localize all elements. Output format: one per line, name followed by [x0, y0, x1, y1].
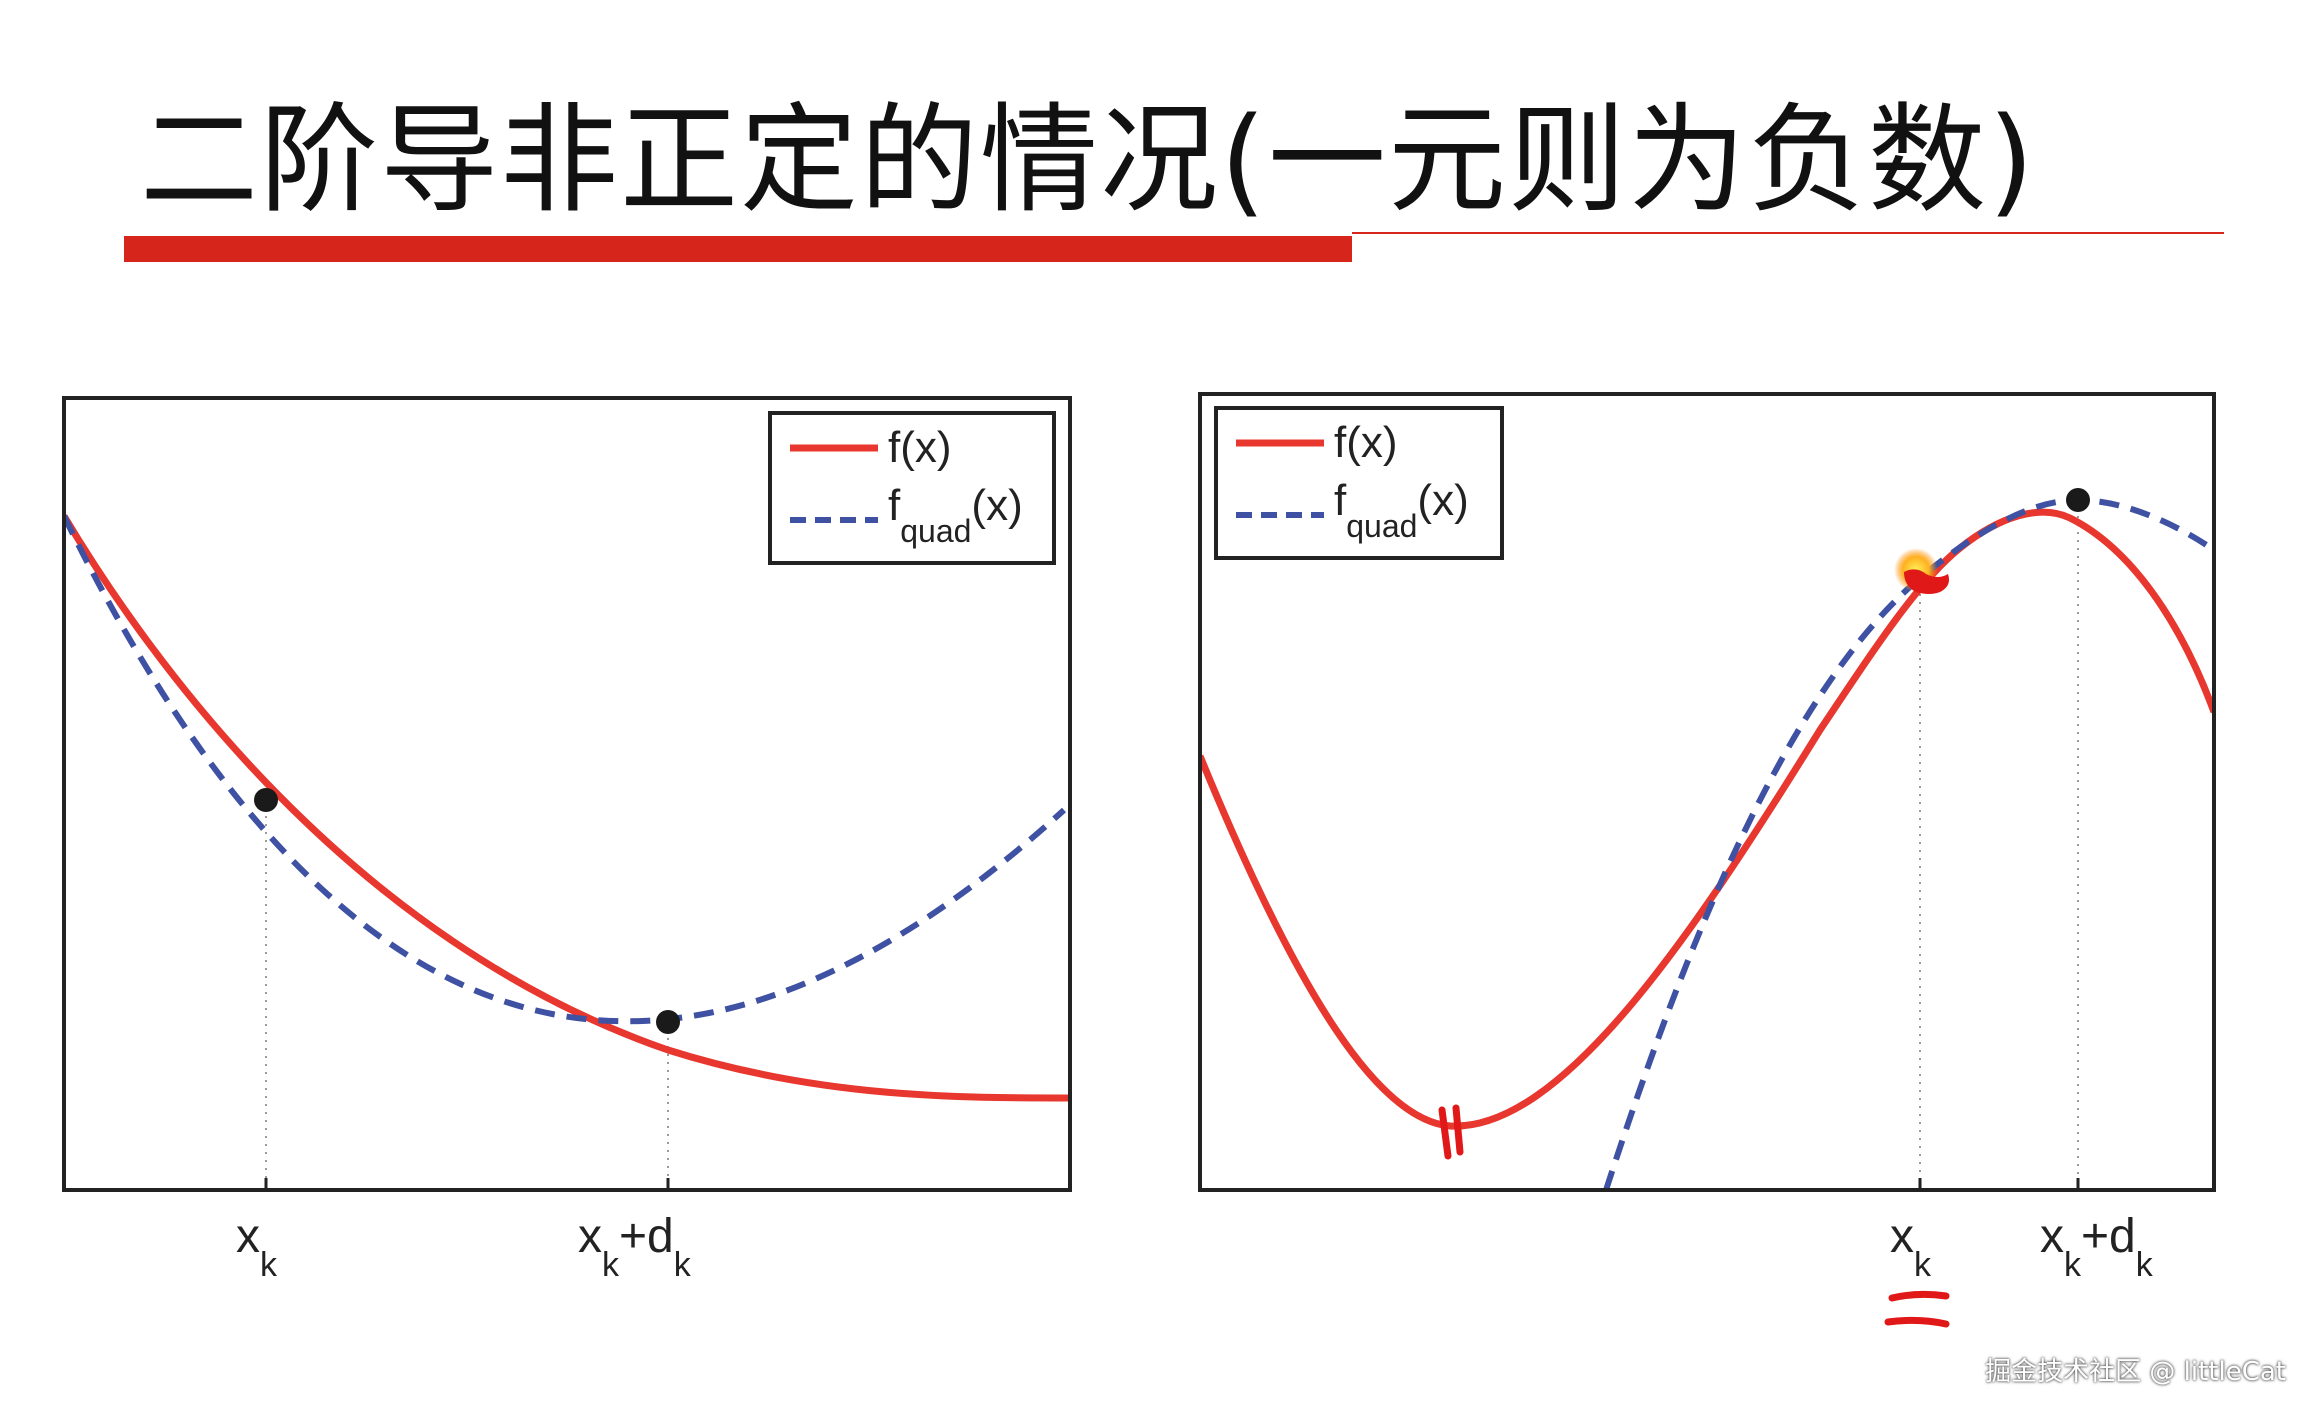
- left-plot-frame: [62, 396, 1072, 1192]
- right-fquad-curve: [1603, 496, 2214, 1190]
- left-legend-f-label: f(x): [888, 423, 952, 472]
- left-legend-fquad-label: fquad(x): [888, 481, 1023, 549]
- left-f-curve: [64, 514, 1070, 1102]
- right-point-xkdk: [2066, 488, 2090, 512]
- right-legend-f-label: f(x): [1334, 418, 1398, 467]
- right-tick-label-xk: xk: [1890, 1210, 1932, 1284]
- left-tick-label-xk: xk: [236, 1210, 278, 1284]
- right-legend-fquad-label: fquad(x): [1334, 476, 1469, 544]
- watermark: 掘金技术社区 @ littleCat: [1985, 1357, 2286, 1387]
- title-underline-thick: [124, 236, 1352, 262]
- left-legend: f(x) fquad(x): [768, 411, 1056, 565]
- right-legend: f(x) fquad(x): [1214, 406, 1504, 560]
- slide-title: 二阶导非正定的情况(一元则为负数): [140, 91, 2037, 229]
- right-f-curve: [1200, 508, 2214, 1130]
- left-point-xkdk: [656, 1010, 680, 1034]
- title-underline-thin: [1352, 232, 2224, 234]
- right-plot: f(x) fquad(x) xk xk+dk: [1198, 392, 2216, 1328]
- left-tick-label-xkdk: xk+dk: [578, 1210, 692, 1284]
- xk-underline-scribble: [1884, 1290, 1950, 1328]
- right-legend-box: [1214, 406, 1504, 560]
- cursor-highlight: [1894, 548, 1949, 594]
- left-legend-box: [768, 411, 1056, 565]
- right-tick-label-xkdk: xk+dk: [2040, 1210, 2154, 1284]
- left-point-xk: [254, 788, 278, 812]
- right-plot-frame: [1198, 392, 2216, 1192]
- left-fquad-curve: [64, 514, 1067, 1025]
- left-plot: f(x) fquad(x) xk xk+dk: [62, 396, 1072, 1284]
- min-marker-scribble: [1438, 1104, 1464, 1160]
